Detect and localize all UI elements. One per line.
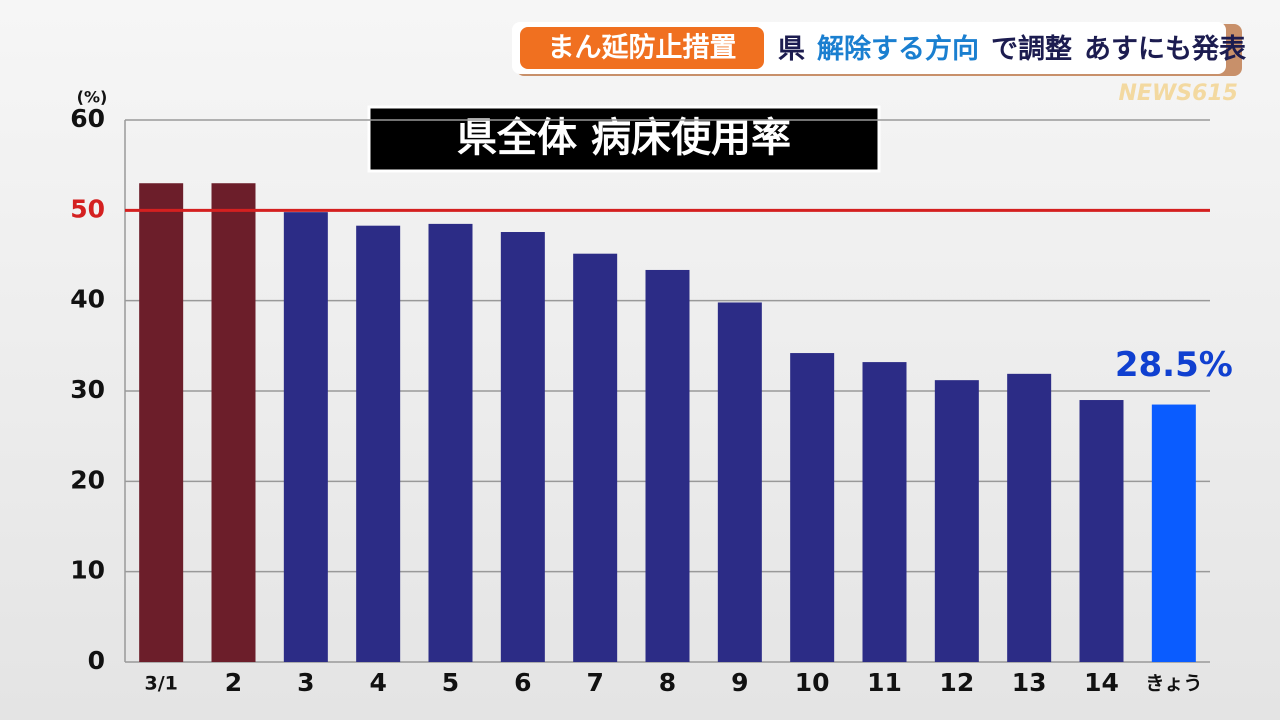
bar bbox=[862, 362, 907, 662]
value-label: 28.5% bbox=[1115, 345, 1233, 385]
bar bbox=[1007, 373, 1052, 662]
y-unit: (%) bbox=[77, 88, 108, 107]
bar bbox=[573, 253, 618, 662]
banner-tag: まん延防止措置 bbox=[548, 33, 737, 64]
y-tick-label: 10 bbox=[70, 556, 105, 585]
bar bbox=[1151, 404, 1196, 662]
bar bbox=[645, 269, 690, 662]
headline-part: 解除する方向 bbox=[817, 33, 979, 65]
x-tick-label: 2 bbox=[225, 668, 242, 697]
x-tick-label: 11 bbox=[867, 668, 902, 697]
headline-part: あすにも発表 bbox=[1084, 34, 1246, 65]
headline-part: 県 bbox=[778, 34, 805, 65]
x-tick-label: 8 bbox=[659, 668, 676, 697]
bar bbox=[211, 183, 256, 662]
logo: NEWS615 bbox=[1119, 81, 1238, 106]
x-tick-label: 3 bbox=[297, 668, 314, 697]
bar bbox=[283, 212, 328, 662]
x-tick-label: 10 bbox=[795, 668, 830, 697]
banner-tag-box bbox=[520, 27, 764, 69]
x-tick-label: きょう bbox=[1145, 673, 1202, 695]
y-tick-label: 30 bbox=[70, 375, 105, 404]
x-tick-label: 6 bbox=[514, 668, 531, 697]
y-tick-label: 0 bbox=[88, 646, 105, 675]
x-tick-label: 3/1 bbox=[144, 673, 177, 695]
x-tick-label: 13 bbox=[1012, 668, 1047, 697]
banner-headline: 県解除する方向 で調整 あすにも発表 bbox=[778, 33, 1246, 65]
title-box bbox=[367, 105, 881, 173]
x-tick-label: 12 bbox=[939, 668, 974, 697]
x-tick-label: 4 bbox=[369, 668, 386, 697]
x-tick-label: 14 bbox=[1084, 668, 1119, 697]
x-tick-label: 5 bbox=[442, 668, 459, 697]
y-tick-label: 60 bbox=[70, 104, 105, 133]
bar bbox=[1079, 400, 1124, 662]
y-tick-label: 20 bbox=[70, 465, 105, 494]
bar bbox=[500, 232, 545, 662]
bar bbox=[934, 380, 979, 662]
y-tick-label: 50 bbox=[70, 194, 105, 223]
headline-part: で調整 bbox=[991, 33, 1072, 65]
x-tick-label: 7 bbox=[586, 668, 603, 697]
bar bbox=[717, 302, 762, 662]
chart-title: 県全体 病床使用率 bbox=[457, 115, 791, 161]
x-tick-label: 9 bbox=[731, 668, 748, 697]
y-tick-label: 40 bbox=[70, 285, 105, 314]
bar bbox=[139, 183, 184, 662]
bar bbox=[790, 353, 835, 662]
bar bbox=[428, 223, 473, 662]
bar bbox=[356, 225, 401, 662]
